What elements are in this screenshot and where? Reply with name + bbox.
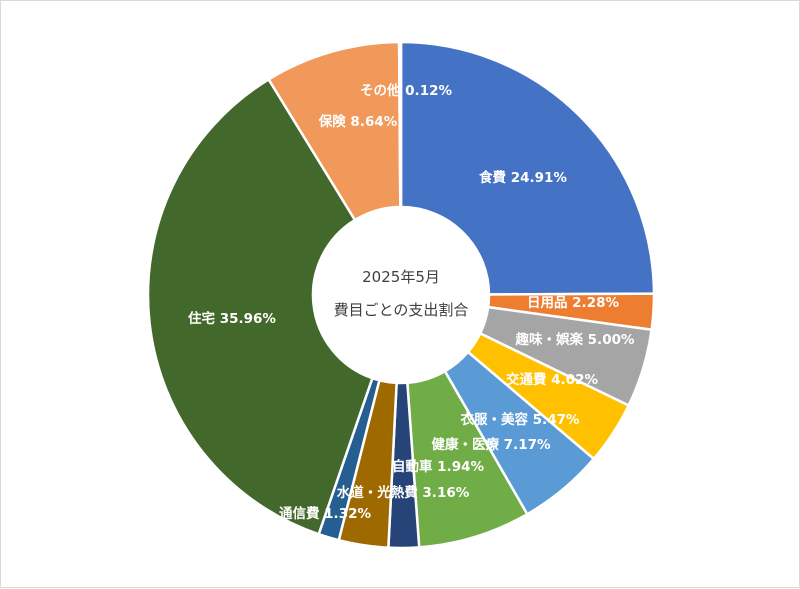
data-label-11: 保険 8.64% [318,113,398,130]
data-label-1: 食費 24.91% [479,169,567,186]
data-label-7: 自動車 1.94% [392,458,485,475]
chart-title-line-2: 費目ごとの支出割合 [334,301,469,319]
chart-title-line-1: 2025年5月 [362,268,440,286]
data-label-5: 衣服・美容 5.47% [460,411,580,428]
labels-group: 食費 24.91% 日用品 2.28% 趣味・娯楽 5.00% 交通費 4.02% 衣服… [188,82,635,522]
data-label-2: 日用品 2.28% [527,295,620,311]
data-label-12: その他 0.12% [360,82,453,99]
data-label-6: 健康・医療 7.17% [431,436,551,453]
data-label-9: 通信費 1.32% [279,505,372,522]
data-label-3: 趣味・娯楽 5.00% [514,331,635,348]
slices-group [146,40,656,550]
data-label-10: 住宅 35.96% [188,310,276,327]
center-hole [313,207,489,383]
slice-12 [397,40,403,209]
slice-1 [399,40,656,296]
data-label-4: 交通費 4.02% [506,371,599,388]
data-label-8: 水道・光熱費 3.16% [337,484,470,501]
